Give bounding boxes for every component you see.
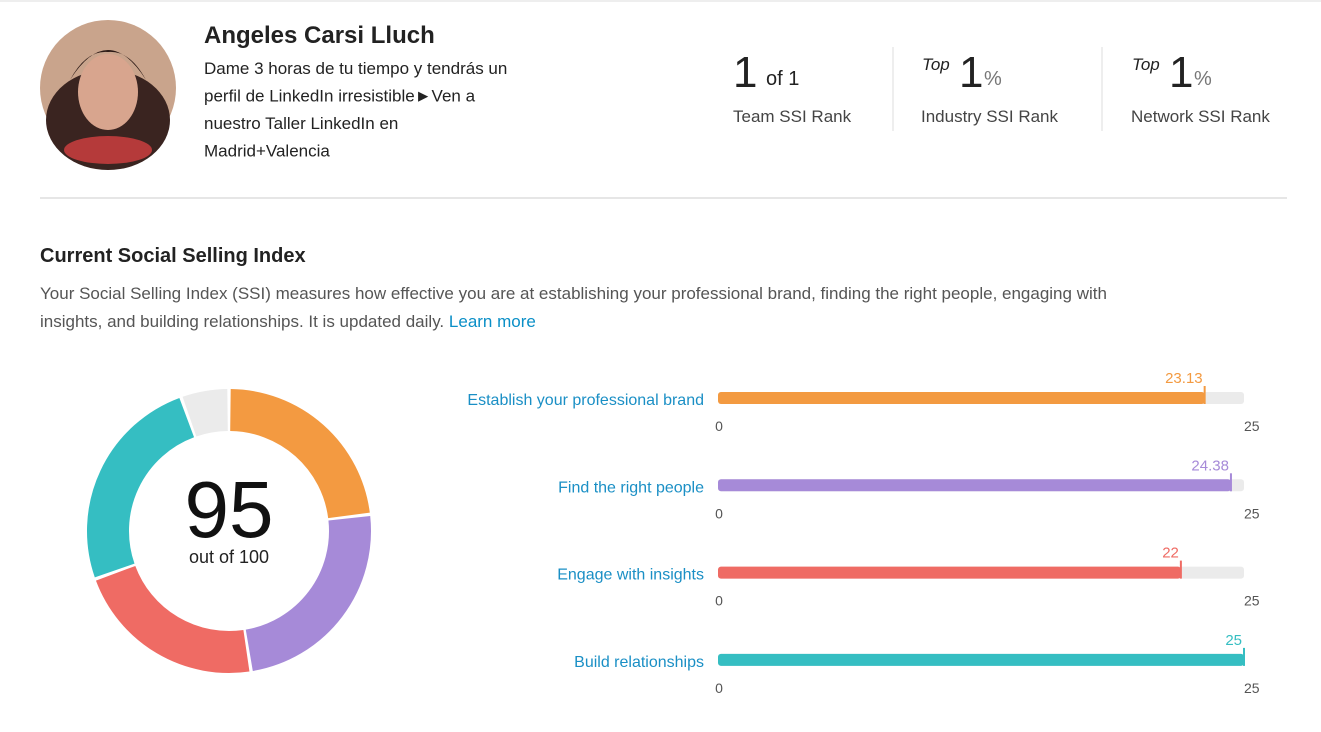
ssi-total: 95: [185, 465, 274, 554]
rank-value: 1: [959, 48, 983, 97]
bar-category: Engage with insights: [557, 567, 704, 584]
profile-bio: perfil de LinkedIn irresistible►Ven a: [204, 87, 476, 106]
x-tick-label: 0: [715, 418, 723, 434]
rank-label: Network SSI Rank: [1131, 107, 1270, 126]
rank-suffix: %: [1194, 68, 1212, 90]
bar: [718, 566, 1181, 579]
profile-bio: Madrid+Valencia: [204, 142, 330, 161]
rank-prefix: Top: [922, 55, 950, 74]
x-tick-label: 0: [715, 680, 723, 696]
bar-value-label: 22: [1162, 545, 1179, 562]
rank-suffix: of 1: [766, 68, 799, 90]
x-tick-label: 0: [715, 505, 723, 521]
description-text: insights, and building relationships. It…: [40, 312, 444, 331]
rank-value: 1: [1169, 48, 1193, 97]
donut-segment: [229, 389, 370, 519]
donut-remainder: [182, 389, 229, 437]
x-tick-label: 25: [1244, 680, 1260, 696]
donut-segment: [87, 397, 195, 578]
learn-more-link[interactable]: Learn more: [449, 312, 536, 331]
bar-category: Find the right people: [558, 479, 704, 496]
profile-bio: Dame 3 horas de tu tiempo y tendrás un: [204, 59, 507, 78]
ssi-total-label: out of 100: [189, 547, 269, 567]
rank-label: Team SSI Rank: [733, 107, 852, 126]
section-description: Your Social Selling Index (SSI) measures…: [40, 284, 1107, 303]
donut-segment: [245, 516, 371, 671]
profile-bio: nuestro Taller LinkedIn en: [204, 114, 398, 133]
x-tick-label: 25: [1244, 418, 1260, 434]
bar-value-label: 24.38: [1191, 457, 1229, 474]
bar-category: Establish your professional brand: [467, 392, 704, 409]
bar: [718, 479, 1231, 492]
bar-category: Build relationships: [574, 654, 704, 671]
bar-value-label: 25: [1225, 632, 1242, 649]
x-tick-label: 0: [715, 593, 723, 609]
bar-value-label: 23.13: [1165, 370, 1203, 387]
avatar: [40, 20, 176, 170]
rank-value: 1: [733, 48, 757, 97]
x-tick-label: 25: [1244, 593, 1260, 609]
x-tick-label: 25: [1244, 505, 1260, 521]
section-description: insights, and building relationships. It…: [40, 312, 536, 331]
profile-name: Angeles Carsi Lluch: [204, 22, 435, 49]
bar: [718, 653, 1244, 666]
rank-label: Industry SSI Rank: [921, 107, 1059, 126]
rank-suffix: %: [984, 68, 1002, 90]
section-title: Current Social Selling Index: [40, 245, 306, 267]
rank-prefix: Top: [1132, 55, 1160, 74]
bar: [718, 392, 1205, 404]
donut-segment: [95, 565, 250, 673]
